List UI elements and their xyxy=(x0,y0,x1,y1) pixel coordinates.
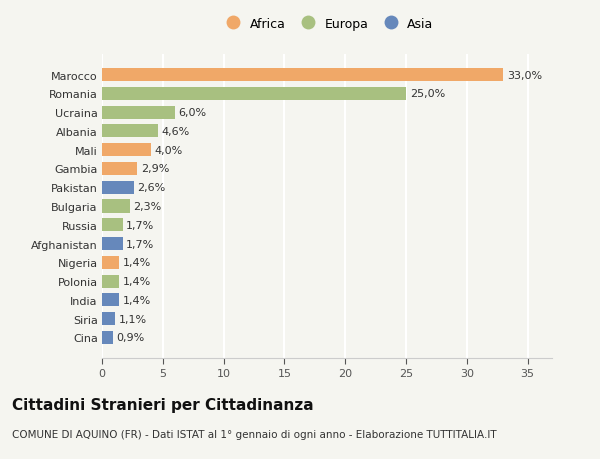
Bar xyxy=(102,331,113,344)
Bar xyxy=(102,162,137,176)
Text: 0,9%: 0,9% xyxy=(116,333,145,343)
Text: 25,0%: 25,0% xyxy=(410,89,445,99)
Bar xyxy=(102,200,130,213)
Bar xyxy=(102,237,122,251)
Text: 2,9%: 2,9% xyxy=(141,164,169,174)
Text: 4,6%: 4,6% xyxy=(161,127,190,137)
Text: COMUNE DI AQUINO (FR) - Dati ISTAT al 1° gennaio di ogni anno - Elaborazione TUT: COMUNE DI AQUINO (FR) - Dati ISTAT al 1°… xyxy=(12,429,497,439)
Text: 4,0%: 4,0% xyxy=(154,146,182,155)
Bar xyxy=(102,219,122,232)
Text: 1,4%: 1,4% xyxy=(122,276,151,286)
Text: 1,1%: 1,1% xyxy=(119,314,147,324)
Legend: Africa, Europa, Asia: Africa, Europa, Asia xyxy=(216,13,438,36)
Bar xyxy=(102,313,115,325)
Text: 1,4%: 1,4% xyxy=(122,295,151,305)
Bar xyxy=(102,69,503,82)
Bar xyxy=(102,88,406,101)
Text: Cittadini Stranieri per Cittadinanza: Cittadini Stranieri per Cittadinanza xyxy=(12,397,314,412)
Bar xyxy=(102,275,119,288)
Text: 2,6%: 2,6% xyxy=(137,183,166,193)
Text: 6,0%: 6,0% xyxy=(179,108,207,118)
Text: 1,7%: 1,7% xyxy=(127,239,155,249)
Text: 33,0%: 33,0% xyxy=(507,70,542,80)
Bar xyxy=(102,125,158,138)
Bar xyxy=(102,144,151,157)
Text: 1,4%: 1,4% xyxy=(122,258,151,268)
Bar xyxy=(102,106,175,119)
Text: 2,3%: 2,3% xyxy=(134,202,162,212)
Text: 1,7%: 1,7% xyxy=(127,220,155,230)
Bar xyxy=(102,181,134,194)
Bar xyxy=(102,256,119,269)
Bar xyxy=(102,294,119,307)
